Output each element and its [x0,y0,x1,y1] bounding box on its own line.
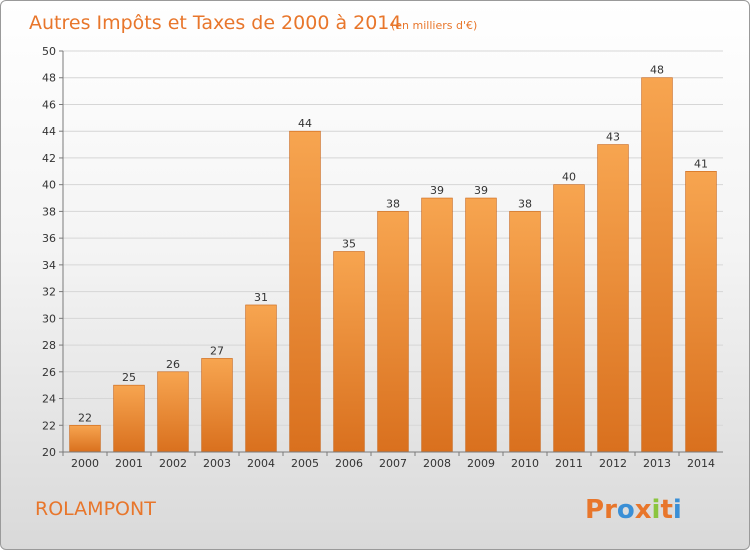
x-tick-label: 2000 [71,457,99,470]
y-tick-label: 36 [42,232,56,245]
chart-subtitle: (en milliers d'€) [391,19,477,32]
data-label: 38 [386,197,400,210]
axes: 20 22 24 26 28 30 32 34 36 38 40 42 44 46 48 50 2000 2001… [42,45,723,470]
y-tick-label: 50 [42,45,56,58]
data-label: 25 [122,371,136,384]
y-tick-label: 42 [42,152,56,165]
x-tick-label: 2007 [379,457,407,470]
logo-letter: i [673,495,682,525]
data-label: 35 [342,238,356,251]
data-label: 43 [606,131,620,144]
bar [509,211,541,453]
bar [289,130,321,453]
y-tick-label: 26 [42,366,56,379]
logo-letter: o [617,495,635,525]
logo-letter: P [585,495,604,525]
data-label: 44 [298,117,312,130]
data-label: 26 [166,358,180,371]
bar [421,197,453,453]
x-tick-label: 2014 [687,457,715,470]
data-label: 22 [78,411,92,424]
logo-letter: t [660,495,672,525]
logo-letter: r [604,495,617,525]
data-label: 27 [210,344,224,357]
bar [333,251,365,453]
y-tick-label: 44 [42,125,56,138]
bar [201,358,233,453]
y-tick-label: 20 [42,446,56,459]
bar [377,211,409,453]
bar [465,197,497,453]
x-tick-label: 2002 [159,457,187,470]
data-label: 41 [694,157,708,170]
data-label: 31 [254,291,268,304]
y-tick-label: 40 [42,179,56,192]
commune-name: ROLAMPONT [35,498,156,520]
x-tick-label: 2010 [511,457,539,470]
bar [641,77,673,453]
data-label: 38 [518,197,532,210]
y-tick-label: 38 [42,205,56,218]
bar [113,384,145,453]
bar [597,144,629,453]
x-tick-label: 2005 [291,457,319,470]
data-label: 39 [474,184,488,197]
logo-letter: i [652,495,661,525]
data-label: 48 [650,64,664,77]
x-tick-label: 2008 [423,457,451,470]
x-tick-label: 2011 [555,457,583,470]
x-tick-label: 2001 [115,457,143,470]
logo-letter: x [635,495,652,525]
y-tick-label: 48 [42,72,56,85]
y-tick-label: 34 [42,259,56,272]
bar [157,371,189,453]
y-tick-label: 30 [42,312,56,325]
x-tick-label: 2013 [643,457,671,470]
y-tick-label: 46 [42,98,56,111]
x-tick-label: 2012 [599,457,627,470]
y-tick-label: 32 [42,286,56,299]
y-tick-label: 24 [42,393,56,406]
bar [685,171,717,453]
x-tick-label: 2004 [247,457,275,470]
y-tick-label: 28 [42,339,56,352]
y-tick-label: 22 [42,419,56,432]
x-tick-label: 2006 [335,457,363,470]
x-tick-label: 2003 [203,457,231,470]
bars: 22 25 26 27 31 44 35 38 39 39 38 40 43 48 41 [69,64,717,453]
data-label: 40 [562,171,576,184]
chart-title: Autres Impôts et Taxes de 2000 à 2014 [29,12,402,34]
bar [553,184,585,453]
bar [245,304,277,453]
x-tick-label: 2009 [467,457,495,470]
proxiti-logo: Proxiti [585,495,682,525]
bar [69,424,101,453]
data-label: 39 [430,184,444,197]
